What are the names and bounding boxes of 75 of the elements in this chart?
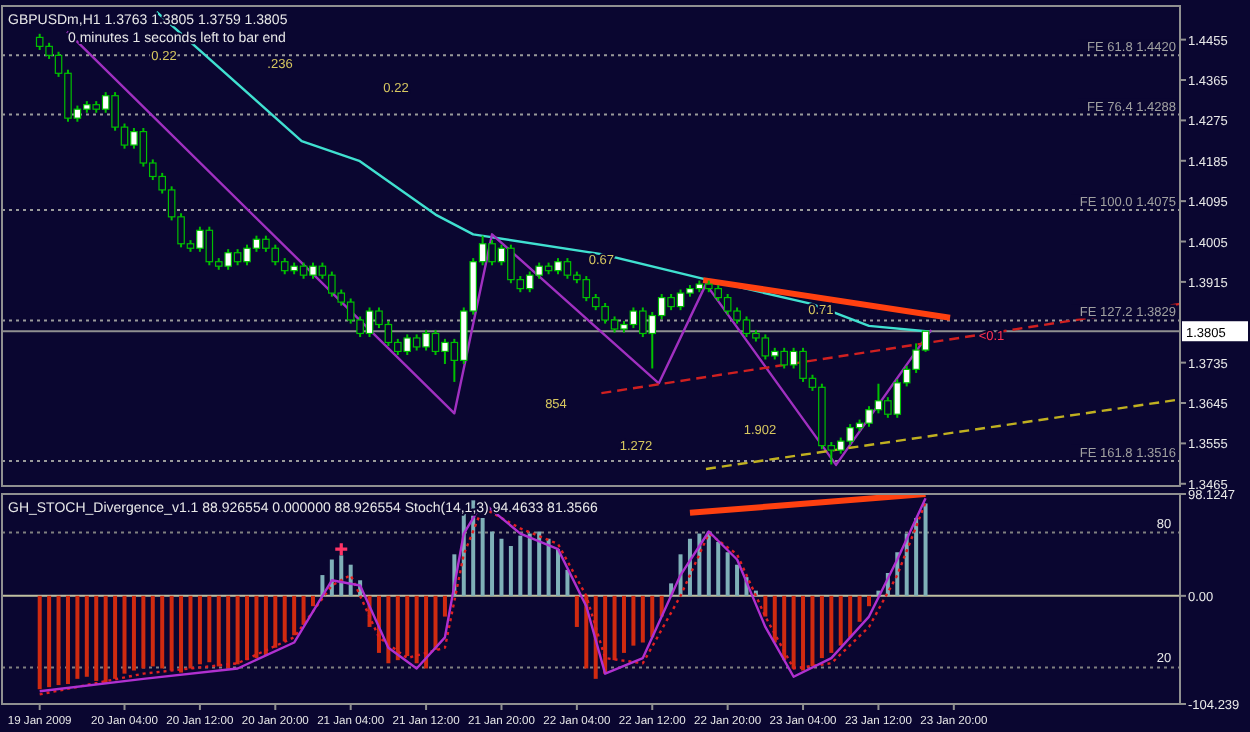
bar xyxy=(631,595,636,646)
bar xyxy=(320,575,325,596)
bar xyxy=(94,595,99,681)
bar xyxy=(56,595,61,686)
bar xyxy=(848,595,853,638)
bar xyxy=(640,595,645,643)
bar xyxy=(47,595,52,688)
bar xyxy=(480,518,485,596)
bar xyxy=(301,595,306,625)
bar xyxy=(537,531,542,596)
bar xyxy=(339,555,344,596)
bar xyxy=(273,595,278,648)
bar xyxy=(499,538,504,596)
bar xyxy=(508,546,513,596)
line-series xyxy=(65,30,933,467)
bar xyxy=(160,595,165,669)
bar xyxy=(216,595,221,667)
bar xyxy=(405,595,410,657)
bar xyxy=(254,595,259,659)
bar xyxy=(650,595,655,638)
bar xyxy=(395,595,400,661)
bar xyxy=(235,595,240,665)
bar xyxy=(414,595,419,664)
bar xyxy=(819,595,824,659)
bar xyxy=(565,569,570,596)
bar xyxy=(603,595,608,674)
bar xyxy=(141,595,146,669)
bar xyxy=(84,595,89,677)
bar xyxy=(725,552,730,596)
bar xyxy=(442,595,447,617)
bar xyxy=(914,518,919,596)
bar xyxy=(923,503,928,596)
bar xyxy=(169,595,174,671)
bar xyxy=(791,595,796,669)
bar xyxy=(612,595,617,661)
bar xyxy=(263,595,268,657)
bar xyxy=(810,595,815,667)
bar xyxy=(735,564,740,596)
bar xyxy=(150,595,155,667)
bar xyxy=(207,595,212,663)
bar xyxy=(310,595,315,607)
bar xyxy=(245,595,250,661)
bar xyxy=(527,533,532,596)
bar xyxy=(621,595,626,653)
bar xyxy=(706,531,711,596)
bar xyxy=(65,595,70,685)
bar xyxy=(518,535,523,596)
bar xyxy=(801,595,806,671)
bar xyxy=(424,595,429,669)
bar xyxy=(75,595,80,679)
bar xyxy=(122,595,127,674)
bar xyxy=(867,595,872,607)
bar xyxy=(857,595,862,622)
bar xyxy=(103,595,108,683)
bar xyxy=(574,595,579,627)
bar xyxy=(546,538,551,596)
bar xyxy=(113,595,118,679)
bar xyxy=(772,595,777,643)
bar xyxy=(179,595,184,673)
bar xyxy=(282,595,287,642)
bar xyxy=(763,595,768,617)
bar xyxy=(716,541,721,596)
bar xyxy=(37,595,42,690)
bar xyxy=(829,595,834,653)
bar xyxy=(131,595,136,671)
bar xyxy=(197,595,202,665)
bar xyxy=(188,595,193,669)
bar xyxy=(556,549,561,596)
bar xyxy=(226,595,231,669)
bar xyxy=(490,531,495,596)
bar xyxy=(433,595,438,650)
bar xyxy=(782,595,787,661)
bar xyxy=(292,595,297,636)
bar xyxy=(838,595,843,646)
bar xyxy=(386,595,391,664)
